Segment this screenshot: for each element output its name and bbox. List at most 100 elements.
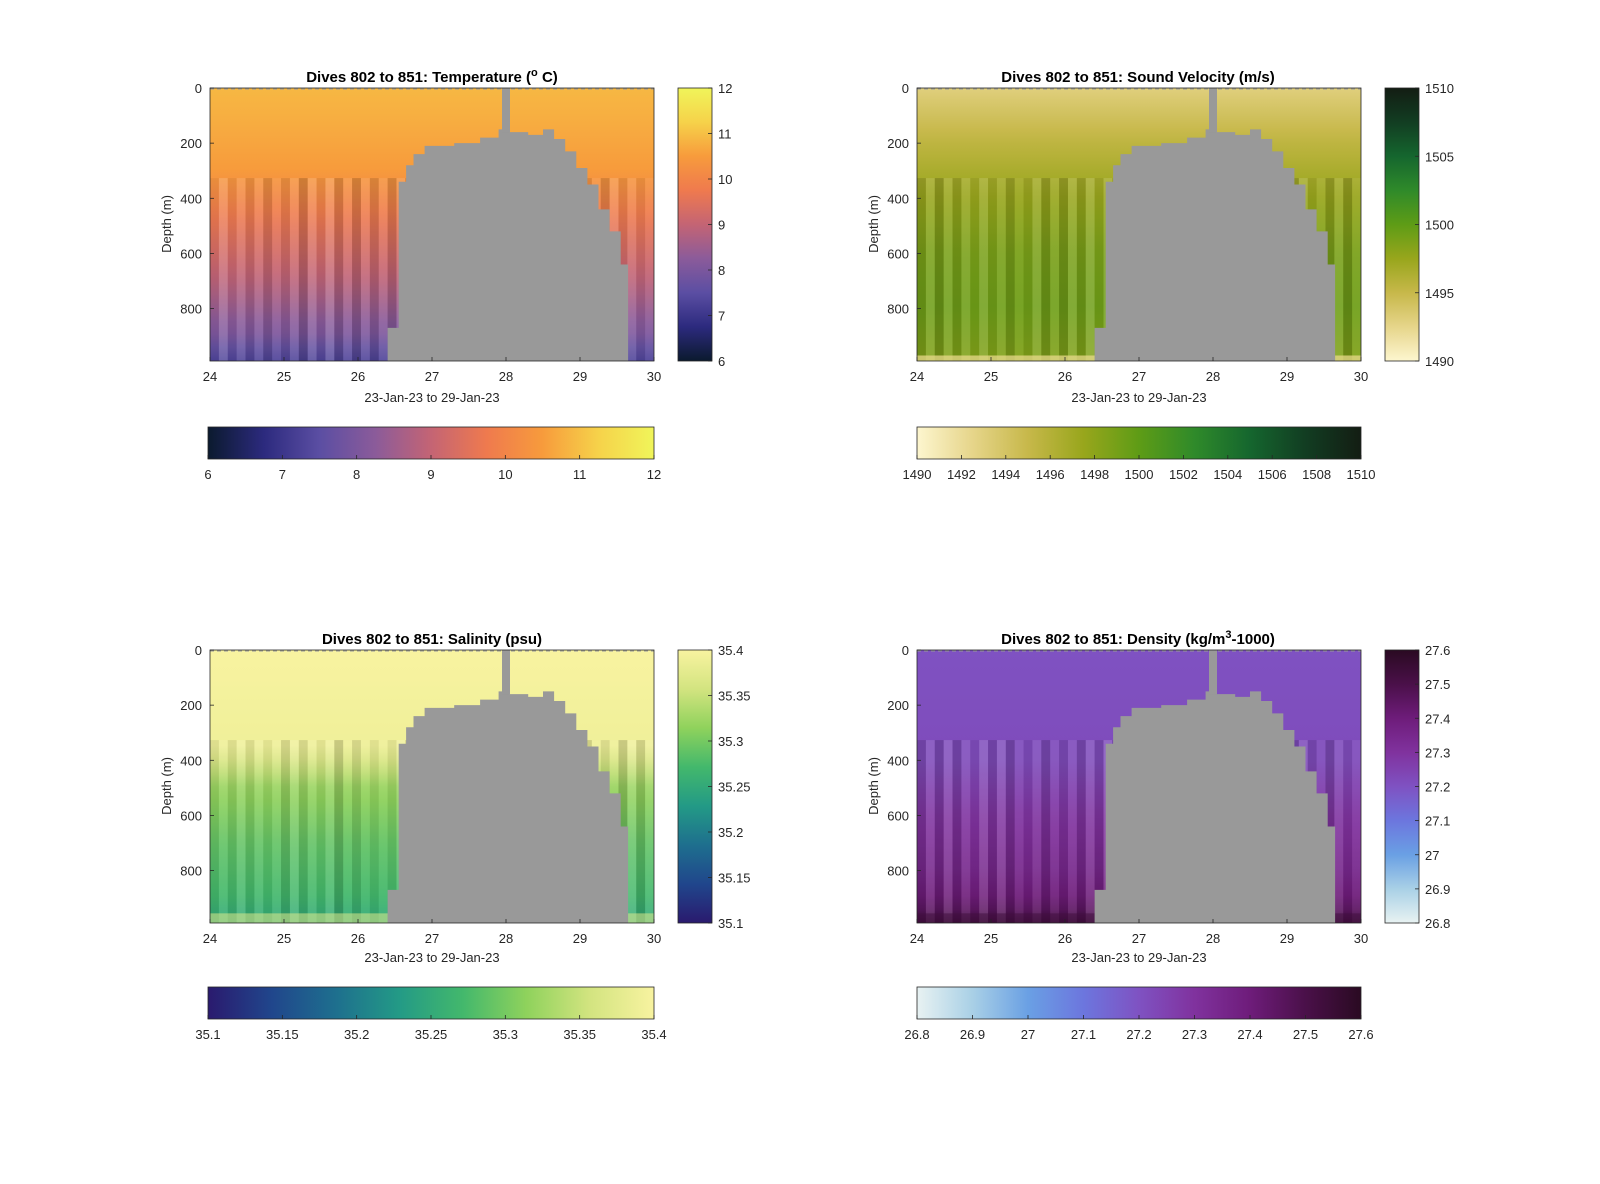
dive-column [245, 740, 255, 923]
y-tick-label: 400 [887, 753, 909, 768]
dive-column [943, 178, 953, 361]
dive-column [1041, 178, 1051, 361]
colorbar-horizontal: 6 7 8 9 10 11 12 [204, 426, 661, 482]
plot-area [917, 88, 1361, 361]
y-tick-label: 200 [180, 698, 202, 713]
x-tick-label: 29 [1280, 369, 1294, 384]
dive-column [316, 740, 326, 923]
dive-column [1041, 740, 1051, 923]
colorbar-tick-label: 27.3 [1182, 1027, 1207, 1042]
y-tick-label: 0 [902, 643, 909, 658]
colorbar-vertical-ramp [1384, 649, 1420, 924]
dive-column [227, 178, 237, 361]
colorbar-tick-label: 35.15 [718, 871, 751, 886]
colorbar-vertical-ramp [677, 649, 713, 924]
y-tick-label: 800 [180, 302, 202, 317]
dive-column [245, 178, 255, 361]
dive-column [218, 178, 228, 361]
x-axis-label: 23-Jan-23 to 29-Jan-23 [1071, 390, 1206, 405]
x-tick-label: 29 [573, 369, 587, 384]
dive-column [281, 178, 290, 361]
colorbar-vertical: 35.4 35.35 35.3 35.25 35.2 35.15 35.1 [677, 643, 751, 931]
dive-column [236, 740, 246, 923]
x-tick-label: 25 [277, 369, 291, 384]
dive-column [307, 740, 317, 923]
x-tick-label: 28 [1206, 369, 1220, 384]
dive-column [369, 178, 379, 361]
dive-column [1005, 740, 1015, 923]
x-tick-label: 29 [1280, 931, 1294, 946]
colorbar-tick-label: 35.15 [266, 1027, 299, 1042]
x-tick-label: 30 [1354, 369, 1368, 384]
x-tick-label: 27 [425, 369, 439, 384]
dive-column [1023, 178, 1033, 361]
x-tick-label: 25 [984, 369, 998, 384]
dive-column [1023, 740, 1033, 923]
dive-column [627, 178, 637, 361]
y-axis-label: Depth (m) [159, 757, 174, 815]
dive-column [627, 740, 637, 923]
dive-column [1050, 178, 1060, 361]
colorbar-tick-label: 27.1 [1425, 814, 1450, 829]
dive-column [1343, 178, 1353, 361]
dive-column [334, 178, 344, 361]
y-axis-label: Depth (m) [159, 195, 174, 253]
plot-area [917, 650, 1361, 923]
colorbar-tick-label: 12 [718, 81, 732, 96]
dive-column [352, 740, 361, 923]
dive-column [263, 178, 273, 361]
colorbar-tick-label: 1490 [1425, 354, 1454, 369]
colorbar-tick-label: 27.5 [1293, 1027, 1318, 1042]
seafloor-bathymetry [1094, 691, 1336, 923]
dive-column [298, 178, 308, 361]
dive-column [970, 740, 980, 923]
x-tick-label: 30 [647, 931, 661, 946]
x-tick-label: 26 [351, 931, 365, 946]
dive-column [917, 740, 926, 923]
seafloor-bathymetry [1094, 129, 1336, 361]
y-tick-label: 200 [887, 136, 909, 151]
colorbar-tick-label: 27 [1021, 1027, 1035, 1042]
y-tick-label: 0 [902, 81, 909, 96]
y-axis-label: Depth (m) [866, 757, 881, 815]
y-tick-label: 0 [195, 643, 202, 658]
colorbar-tick-label: 27 [1425, 848, 1439, 863]
bathymetry-spike [1209, 650, 1217, 695]
dive-column [1005, 178, 1015, 361]
panel-title: Dives 802 to 851: Density (kg/m3-1000) [1001, 629, 1275, 648]
x-tick-label: 25 [277, 931, 291, 946]
dive-column [636, 740, 646, 923]
dive-column [325, 178, 335, 361]
dive-column [1032, 178, 1042, 361]
colorbar-tick-label: 1498 [1080, 467, 1109, 482]
colorbar-tick-label: 35.4 [641, 1027, 666, 1042]
plot-area [210, 88, 654, 361]
dive-column [298, 740, 308, 923]
y-tick-label: 400 [180, 753, 202, 768]
dive-column [218, 740, 228, 923]
colorbar-tick-label: 27.4 [1425, 711, 1450, 726]
dive-column [925, 740, 935, 923]
colorbar-tick-label: 27.4 [1237, 1027, 1262, 1042]
colorbar-tick-label: 1502 [1169, 467, 1198, 482]
y-tick-label: 200 [180, 136, 202, 151]
colorbar-tick-label: 35.1 [195, 1027, 220, 1042]
bathymetry-spike [502, 650, 510, 695]
seafloor-bathymetry [387, 691, 629, 923]
x-tick-label: 27 [425, 931, 439, 946]
colorbar-tick-label: 1510 [1347, 467, 1376, 482]
dive-column [334, 740, 344, 923]
colorbar-tick-label: 27.2 [1126, 1027, 1151, 1042]
colorbar-horizontal-ramp [916, 986, 1362, 1020]
dive-column [325, 740, 335, 923]
bathymetry-spike [1209, 88, 1217, 133]
dive-column [917, 178, 926, 361]
x-tick-label: 24 [203, 369, 217, 384]
x-tick-label: 28 [499, 369, 513, 384]
dive-column [636, 178, 646, 361]
x-axis-label: 23-Jan-23 to 29-Jan-23 [364, 390, 499, 405]
dive-column [1334, 178, 1344, 361]
colorbar-tick-label: 1506 [1258, 467, 1287, 482]
dive-column [1059, 740, 1068, 923]
colorbar-tick-label: 27.5 [1425, 677, 1450, 692]
